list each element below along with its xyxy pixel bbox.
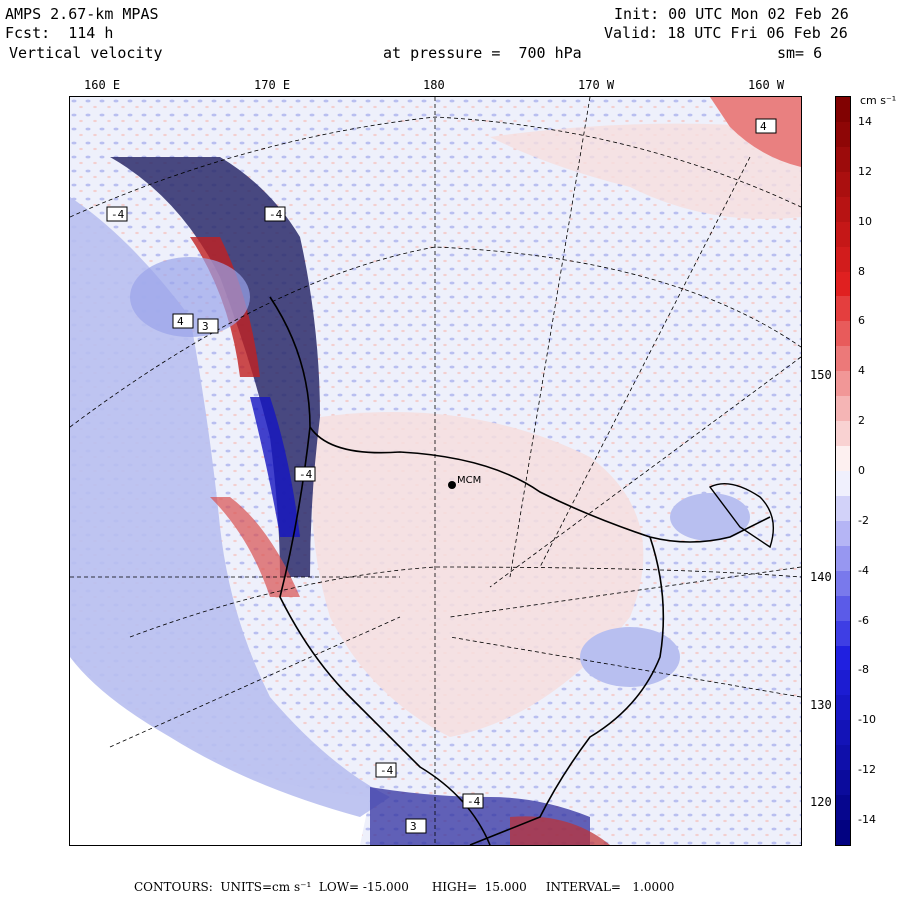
station-label-mcm: MCM xyxy=(457,475,481,486)
coastline xyxy=(269,296,771,845)
colorbar-segment xyxy=(836,620,850,647)
box-label-3: -4 xyxy=(264,206,286,222)
mountain-positive-streak-south xyxy=(210,497,300,597)
colorbar-segment xyxy=(836,371,850,397)
colorbar-segment xyxy=(836,146,850,173)
lon-label-160e: 160 E xyxy=(84,78,121,92)
colorbar-tick-label: 2 xyxy=(858,414,865,428)
colorbar-segment xyxy=(836,246,850,273)
svg-text:-4: -4 xyxy=(467,795,481,808)
colorbar-segment xyxy=(836,346,850,372)
colorbar-tick-label: 10 xyxy=(858,214,872,228)
colorbar-tick-label: -12 xyxy=(858,763,876,777)
colorbar-segment xyxy=(836,321,850,347)
colorbar-segment xyxy=(836,545,850,572)
smoothing-value: sm= 6 xyxy=(777,44,823,62)
pressure-level: at pressure = 700 hPa xyxy=(383,44,582,62)
svg-text:4: 4 xyxy=(177,315,184,328)
colorbar-segment xyxy=(836,495,850,522)
positive-region-interior xyxy=(312,412,644,737)
colorbar-segment xyxy=(836,720,850,746)
colorbar-tick-label: -6 xyxy=(858,613,869,627)
colorbar-tick-label: -2 xyxy=(858,513,869,527)
field-name: Vertical velocity xyxy=(9,44,163,62)
init-time: Init: 00 UTC Mon 02 Feb 26 xyxy=(614,5,849,23)
negative-blob-northeast xyxy=(670,493,750,541)
svg-text:-4: -4 xyxy=(299,468,313,481)
lon-label-170e: 170 E xyxy=(254,78,291,92)
svg-text:3: 3 xyxy=(202,320,209,333)
negative-blob-east xyxy=(580,627,680,687)
box-label-4: 3 xyxy=(197,318,219,334)
box-label-1: -4 xyxy=(106,206,128,222)
colorbar-segment xyxy=(836,271,850,297)
colorbar-segment xyxy=(836,396,850,422)
station-marker-mcm xyxy=(448,481,456,489)
island-outline xyxy=(708,483,774,549)
masked-region xyxy=(70,657,370,845)
forecast-hour: Fcst: 114 h xyxy=(5,24,114,42)
colorbar-tick-label: -14 xyxy=(858,813,876,827)
svg-text:4: 4 xyxy=(760,120,767,133)
colorbar-segment xyxy=(836,221,850,248)
colorbar-tick-label: -10 xyxy=(858,713,876,727)
colorbar-tick-label: 6 xyxy=(858,314,865,328)
colorbar xyxy=(835,96,851,846)
southern-positive-cell xyxy=(510,816,610,845)
mountain-chain-signal xyxy=(110,157,320,577)
mountain-negative-streak xyxy=(250,397,300,537)
colorbar-segment xyxy=(836,795,850,821)
svg-text:-4: -4 xyxy=(380,764,394,777)
box-label-8: -4 xyxy=(462,793,484,809)
colorbar-segment xyxy=(836,471,850,497)
positive-region-north xyxy=(490,97,801,219)
colorbar-tick-label: -4 xyxy=(858,563,869,577)
colorbar-segment xyxy=(836,97,850,123)
box-label-7: -4 xyxy=(375,762,397,778)
colorbar-segment xyxy=(836,171,850,198)
colorbar-segment xyxy=(836,421,850,447)
colorbar-segment xyxy=(836,745,850,771)
vertical-velocity-map: MCM -4 4 -4 3 4 -4 -4 -4 3 xyxy=(69,96,802,846)
model-title: AMPS 2.67-km MPAS xyxy=(5,5,159,23)
colorbar-tick-label: 12 xyxy=(858,164,872,178)
colorbar-segment xyxy=(836,520,850,547)
colorbar-segment xyxy=(836,196,850,223)
colorbar-tick-label: 14 xyxy=(858,114,872,128)
box-label-2: 4 xyxy=(172,313,194,329)
valid-time: Valid: 18 UTC Fri 06 Feb 26 xyxy=(604,24,848,42)
colorbar-segment xyxy=(836,820,850,846)
box-label-5: 4 xyxy=(755,118,777,134)
colorbar-segment xyxy=(836,670,850,696)
graticule xyxy=(70,97,801,845)
colorbar-segment xyxy=(836,645,850,671)
colorbar-tick-label: -8 xyxy=(858,663,869,677)
colorbar-tick-label: 8 xyxy=(858,264,865,278)
colorbar-tick-label: 4 xyxy=(858,364,865,378)
negative-band-west xyxy=(70,197,390,817)
box-label-9: 3 xyxy=(405,818,427,834)
box-label-6: -4 xyxy=(294,466,316,482)
colorbar-segment xyxy=(836,595,850,622)
lon-label-180: 180 xyxy=(423,78,445,92)
lon-label-160w: 160 W xyxy=(748,78,785,92)
svg-text:3: 3 xyxy=(410,820,417,833)
contour-info: CONTOURS: UNITS=cm s⁻¹ LOW= -15.000 HIGH… xyxy=(134,880,675,894)
colorbar-segment xyxy=(836,121,850,148)
colorbar-segment xyxy=(836,770,850,796)
svg-text:-4: -4 xyxy=(111,208,125,221)
colorbar-units: cm s⁻¹ xyxy=(860,94,897,107)
colorbar-segment xyxy=(836,446,850,472)
colorbar-segment xyxy=(836,296,850,322)
negative-blob-northwest xyxy=(130,257,250,337)
colorbar-segment xyxy=(836,695,850,721)
colorbar-segment xyxy=(836,570,850,597)
colorbar-tick-label: 0 xyxy=(858,464,865,477)
lon-label-170w: 170 W xyxy=(578,78,615,92)
svg-text:-4: -4 xyxy=(269,208,283,221)
map-canvas: MCM -4 4 -4 3 4 -4 -4 -4 3 xyxy=(70,97,801,845)
